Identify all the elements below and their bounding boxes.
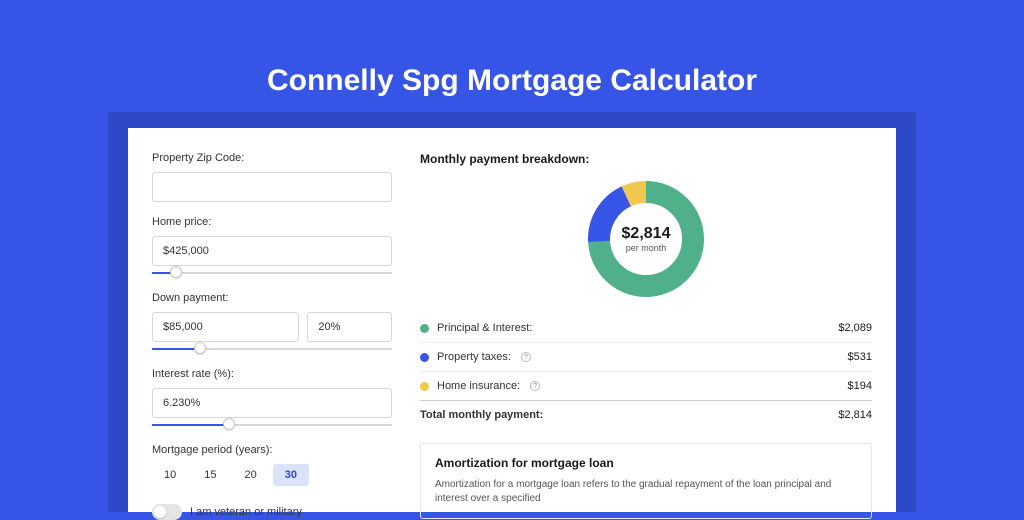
mortgage-period-field: Mortgage period (years): 10152030	[152, 444, 392, 486]
donut-amount: $2,814	[622, 225, 671, 243]
interest-rate-slider[interactable]	[152, 420, 392, 430]
slider-thumb[interactable]	[170, 266, 182, 278]
veteran-label: I am veteran or military	[190, 506, 302, 518]
legend-value: $2,089	[838, 322, 872, 334]
legend-row: Home insurance:? $194	[420, 371, 872, 400]
total-value: $2,814	[838, 409, 872, 421]
home-price-slider[interactable]	[152, 268, 392, 278]
legend: Principal & Interest: $2,089 Property taxe…	[420, 314, 872, 400]
slider-thumb[interactable]	[194, 342, 206, 354]
zip-input[interactable]	[152, 172, 392, 202]
page-title: Connelly Spg Mortgage Calculator	[0, 0, 1024, 98]
total-label: Total monthly payment:	[420, 409, 543, 421]
legend-value: $194	[848, 380, 872, 392]
legend-total-row: Total monthly payment: $2,814	[420, 400, 872, 429]
toggle-knob	[154, 506, 166, 518]
info-icon[interactable]: ?	[521, 352, 531, 362]
home-price-input[interactable]	[152, 236, 392, 266]
legend-value: $531	[848, 351, 872, 363]
slider-fill	[152, 348, 200, 350]
slider-fill	[152, 424, 229, 426]
interest-rate-label: Interest rate (%):	[152, 368, 392, 380]
amortization-card: Amortization for mortgage loan Amortizat…	[420, 443, 872, 519]
calculator-card: Property Zip Code: Home price: Down paym…	[128, 128, 896, 512]
home-price-field: Home price:	[152, 216, 392, 278]
down-payment-slider[interactable]	[152, 344, 392, 354]
mortgage-period-label: Mortgage period (years):	[152, 444, 392, 456]
amortization-title: Amortization for mortgage loan	[435, 456, 857, 470]
legend-row: Property taxes:? $531	[420, 342, 872, 371]
breakdown-title: Monthly payment breakdown:	[420, 152, 872, 166]
slider-thumb[interactable]	[223, 418, 235, 430]
donut-sub: per month	[622, 243, 671, 253]
period-tab-20[interactable]: 20	[233, 464, 269, 486]
legend-label: Property taxes:	[437, 351, 511, 363]
legend-dot	[420, 324, 429, 333]
breakdown-column: Monthly payment breakdown: $2,814 per mo…	[408, 128, 896, 512]
period-tab-30[interactable]: 30	[273, 464, 309, 486]
legend-label: Principal & Interest:	[437, 322, 532, 334]
legend-label: Home insurance:	[437, 380, 520, 392]
zip-label: Property Zip Code:	[152, 152, 392, 164]
period-tab-10[interactable]: 10	[152, 464, 188, 486]
period-tabs: 10152030	[152, 464, 392, 486]
home-price-label: Home price:	[152, 216, 392, 228]
legend-row: Principal & Interest: $2,089	[420, 314, 872, 342]
interest-rate-field: Interest rate (%):	[152, 368, 392, 430]
legend-dot	[420, 353, 429, 362]
down-payment-pct-input[interactable]	[307, 312, 392, 342]
zip-field: Property Zip Code:	[152, 152, 392, 202]
legend-dot	[420, 382, 429, 391]
veteran-toggle[interactable]	[152, 504, 182, 520]
slider-track	[152, 272, 392, 274]
period-tab-15[interactable]: 15	[192, 464, 228, 486]
form-column: Property Zip Code: Home price: Down paym…	[128, 128, 408, 512]
donut-chart: $2,814 per month	[581, 174, 711, 304]
donut-wrap: $2,814 per month	[420, 174, 872, 304]
amortization-text: Amortization for a mortgage loan refers …	[435, 478, 857, 506]
down-payment-input[interactable]	[152, 312, 299, 342]
interest-rate-input[interactable]	[152, 388, 392, 418]
down-payment-field: Down payment:	[152, 292, 392, 354]
donut-center: $2,814 per month	[622, 225, 671, 253]
veteran-row: I am veteran or military	[152, 504, 392, 520]
info-icon[interactable]: ?	[530, 381, 540, 391]
down-payment-label: Down payment:	[152, 292, 392, 304]
